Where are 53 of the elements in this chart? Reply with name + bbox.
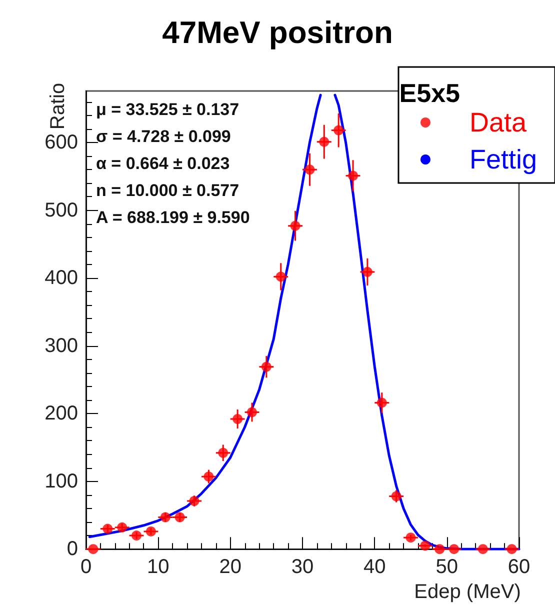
point bbox=[391, 491, 402, 502]
x-tick-label: 60 bbox=[508, 556, 530, 578]
point bbox=[88, 544, 98, 554]
x-tick-label: 40 bbox=[364, 556, 386, 578]
point bbox=[420, 540, 430, 551]
y-tick-label: 300 bbox=[44, 334, 78, 357]
point bbox=[218, 448, 228, 458]
y-tick-label: 400 bbox=[44, 267, 78, 290]
point bbox=[406, 532, 416, 543]
legend-label: Fettig bbox=[469, 144, 538, 174]
annotation: α = 0.664 ± 0.023 bbox=[96, 154, 230, 173]
legend-title: E5x5 bbox=[399, 78, 460, 108]
annotation: μ = 33.525 ± 0.137 bbox=[96, 100, 240, 119]
x-tick-label: 10 bbox=[147, 556, 170, 578]
y-tick-label: 100 bbox=[44, 470, 78, 492]
annotation: σ = 4.728 ± 0.099 bbox=[96, 127, 231, 146]
point bbox=[261, 362, 272, 372]
point bbox=[246, 407, 257, 418]
point bbox=[348, 170, 358, 181]
x-axis-title: Edep (MeV) bbox=[414, 581, 521, 603]
annotation: A = 688.199 ± 9.590 bbox=[96, 208, 250, 227]
point bbox=[304, 164, 315, 175]
x-tick-label: 20 bbox=[219, 556, 242, 578]
point bbox=[232, 414, 243, 424]
x-tick-label: 0 bbox=[80, 556, 92, 578]
x-tick-label: 30 bbox=[291, 556, 314, 578]
point bbox=[117, 522, 128, 532]
point bbox=[132, 530, 142, 541]
point bbox=[160, 512, 170, 522]
y-tick-label: 0 bbox=[66, 538, 78, 560]
y-tick-label: 600 bbox=[44, 132, 78, 154]
x-tick-label: 50 bbox=[436, 556, 458, 578]
y-tick-label: 500 bbox=[44, 199, 78, 222]
point bbox=[334, 125, 344, 136]
point bbox=[102, 524, 113, 534]
point bbox=[434, 544, 445, 554]
point bbox=[376, 398, 387, 408]
legend-label: Data bbox=[469, 108, 528, 138]
point bbox=[319, 136, 330, 147]
point bbox=[174, 512, 185, 522]
point bbox=[189, 496, 200, 506]
point bbox=[506, 544, 517, 554]
point bbox=[449, 544, 460, 554]
point bbox=[276, 272, 286, 282]
point bbox=[362, 266, 372, 277]
chart-title: 47MeV positron bbox=[162, 15, 393, 50]
point bbox=[478, 544, 488, 554]
y-tick-label: 200 bbox=[44, 402, 78, 425]
annotation: n = 10.000 ± 0.577 bbox=[96, 181, 240, 200]
point bbox=[146, 526, 156, 536]
point bbox=[290, 220, 300, 231]
point bbox=[204, 472, 214, 482]
y-axis-title: Ratio bbox=[47, 82, 69, 130]
